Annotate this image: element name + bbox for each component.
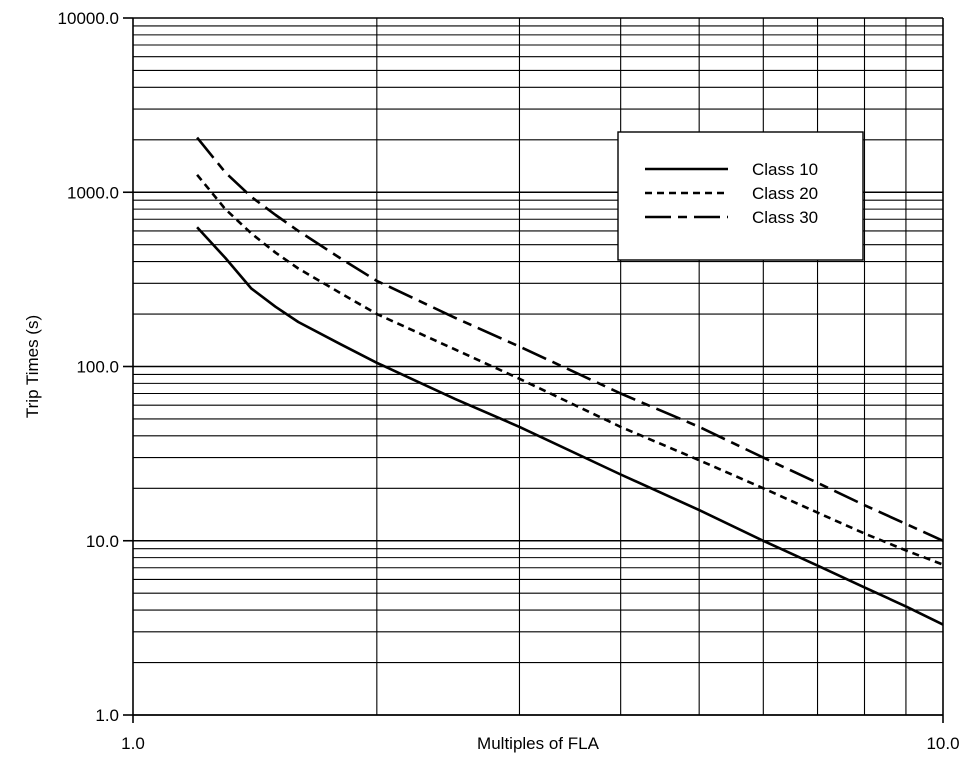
series-line-class-30 (196, 136, 944, 542)
y-axis-title: Trip Times (s) (23, 315, 42, 418)
series-line-class-10 (196, 226, 944, 626)
x-tick-label: 10.0 (926, 734, 959, 753)
axes: 1.0 10.0 100.0 1000.0 10000.0 1.0 10.0 Multiple… (23, 9, 960, 753)
legend-label-class-10: Class 10 (752, 160, 818, 179)
y-tick-label: 100.0 (76, 358, 119, 377)
y-tick-label: 10000.0 (58, 9, 119, 28)
series-line-class-20 (196, 173, 944, 566)
y-tick-label: 10.0 (86, 532, 119, 551)
x-tick-label: 1.0 (121, 734, 145, 753)
x-axis-title: Multiples of FLA (477, 734, 600, 753)
y-tick-label: 1000.0 (67, 183, 119, 202)
y-tick-label: 1.0 (95, 706, 119, 725)
legend: Class 10 Class 20 Class 30 (617, 131, 864, 261)
series-lines (196, 136, 944, 626)
legend-label-class-20: Class 20 (752, 184, 818, 203)
legend-box (617, 131, 864, 261)
legend-label-class-30: Class 30 (752, 208, 818, 227)
